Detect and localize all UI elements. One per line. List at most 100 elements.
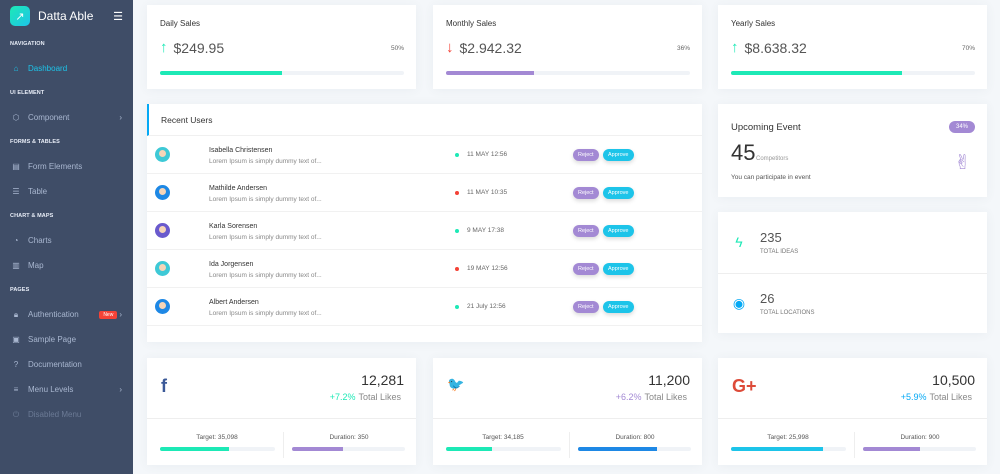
- victory-hand-icon: ✌︎: [954, 152, 971, 174]
- status-dot: [455, 266, 459, 271]
- help-circle-icon: ?: [13, 360, 19, 369]
- avatar: [155, 185, 170, 200]
- avatar: [155, 223, 170, 238]
- sidebar-item-authentication[interactable]: 🔒︎ Authentication New ›: [0, 302, 133, 327]
- sidebar-item-label: Authentication: [28, 310, 79, 319]
- card-title: Recent Users: [147, 104, 702, 136]
- zap-icon: ϟ: [735, 234, 743, 250]
- nav-caption: UI ELEMENT: [10, 90, 45, 96]
- stat-label: TOTAL IDEAS: [760, 248, 799, 255]
- sidebar-item-label: Documentation: [28, 360, 82, 369]
- sidebar-nav: NAVIGATION ⌂ Dashboard UI ELEMENT ⬡ Comp…: [0, 32, 133, 427]
- percent-badge: 34%: [948, 121, 975, 133]
- target-progress: [446, 447, 561, 451]
- stat-item: ◉ 26 TOTAL LOCATIONS: [718, 273, 987, 333]
- sales-title: Daily Sales: [160, 19, 201, 28]
- reject-button[interactable]: Reject: [573, 186, 599, 199]
- target-progress: [160, 447, 275, 451]
- user-date: 19 MAY 12:56: [467, 265, 508, 272]
- sidebar-item-sample-page[interactable]: ▣ Sample Page: [0, 327, 133, 352]
- sales-title: Yearly Sales: [731, 19, 776, 28]
- home-icon: ⌂: [13, 64, 19, 73]
- duration-label: Duration: 800: [615, 434, 655, 441]
- status-dot: [455, 228, 459, 233]
- brand[interactable]: ↗ Datta Able ☰: [0, 0, 133, 32]
- lock-icon: 🔒︎: [13, 309, 19, 319]
- sales-value: $2.942.32: [459, 39, 522, 56]
- approve-button[interactable]: Approve: [603, 224, 634, 237]
- target-label: Target: 34,185: [482, 434, 524, 441]
- likes-change: +7.2%: [329, 392, 356, 402]
- reject-button[interactable]: Reject: [573, 262, 599, 275]
- duration-progress: [578, 447, 691, 451]
- menu-icon: ≡: [13, 385, 19, 394]
- likes-change: +6.2%: [615, 392, 642, 402]
- table-row: Ida Jorgensen Lorem Ipsum is simply dumm…: [147, 250, 702, 288]
- nav-caption: PAGES: [10, 287, 30, 293]
- google-plus-icon: G+: [732, 376, 757, 396]
- menu-toggle-icon[interactable]: ☰: [113, 10, 123, 23]
- event-text: You can participate in event: [731, 174, 811, 181]
- reject-button[interactable]: Reject: [573, 300, 599, 313]
- card-title: Upcoming Event: [731, 122, 801, 133]
- table-row: Mathilde Andersen Lorem Ipsum is simply …: [147, 174, 702, 212]
- sidebar-item-label: Component: [28, 113, 70, 122]
- approve-button[interactable]: Approve: [603, 186, 634, 199]
- nav-caption: NAVIGATION: [10, 41, 45, 47]
- approve-button[interactable]: Approve: [603, 262, 634, 275]
- user-description: Lorem Ipsum is simply dummy text of...: [209, 272, 322, 279]
- likes-value: 10,500: [932, 372, 975, 388]
- box-icon: ⬡: [12, 113, 20, 122]
- sidebar-item-menu-levels[interactable]: ≡ Menu Levels ›: [0, 377, 133, 402]
- reject-button[interactable]: Reject: [573, 148, 599, 161]
- duration-label: Duration: 900: [900, 434, 940, 441]
- reject-button[interactable]: Reject: [573, 224, 599, 237]
- social-card-facebook: f 12,281 +7.2% Total Likes Target: 35,098…: [147, 358, 416, 465]
- user-date: 11 MAY 12:56: [467, 151, 508, 158]
- user-name: Albert Andersen: [209, 299, 259, 306]
- stat-label: TOTAL LOCATIONS: [760, 310, 815, 316]
- sidebar-item-table[interactable]: ☰ Table: [0, 179, 133, 204]
- user-date: 9 MAY 17:38: [467, 227, 504, 234]
- sales-progress: [160, 71, 404, 75]
- sidebar-item-component[interactable]: ⬡ Component ›: [0, 105, 133, 130]
- facebook-icon: f: [161, 376, 167, 396]
- user-date: 21 July 12:56: [467, 303, 506, 310]
- chevron-right-icon: ›: [119, 385, 122, 394]
- map-pin-icon: ◉: [732, 295, 746, 311]
- sales-percent: 50%: [390, 45, 404, 52]
- target-label: Target: 25,998: [767, 434, 809, 441]
- sidebar-item-dashboard[interactable]: ⌂ Dashboard: [0, 56, 133, 81]
- likes-label: Total Likes: [644, 392, 687, 402]
- likes-change: +5.9%: [900, 392, 927, 402]
- social-card-twitter: 🐦 11,200 +6.2% Total Likes Target: 34,185…: [433, 358, 702, 465]
- stat-value: 26: [760, 291, 775, 306]
- sidebar-item-label: Map: [28, 261, 44, 270]
- arrow-down-icon: ↓: [446, 39, 454, 56]
- duration-progress: [863, 447, 976, 451]
- sidebar-item-label: Charts: [28, 236, 52, 245]
- sales-card: Yearly Sales ↑ $8.638.32 70%: [718, 5, 987, 89]
- avatar: [155, 147, 170, 162]
- approve-button[interactable]: Approve: [603, 300, 634, 313]
- approve-button[interactable]: Approve: [603, 148, 634, 161]
- sidebar: ↗ Datta Able ☰ NAVIGATION ⌂ Dashboard UI…: [0, 0, 133, 474]
- user-name: Mathilde Andersen: [209, 185, 267, 192]
- chevron-right-icon: ›: [119, 113, 122, 122]
- sidebar-item-documentation[interactable]: ? Documentation: [0, 352, 133, 377]
- event-count-label: Competitors: [756, 156, 789, 162]
- duration-progress: [292, 447, 405, 451]
- stat-item: ϟ 235 TOTAL IDEAS: [718, 212, 987, 272]
- sales-percent: 36%: [676, 45, 690, 52]
- user-name: Karla Sorensen: [209, 223, 258, 230]
- chevron-right-icon: ›: [119, 310, 122, 319]
- target-label: Target: 35,098: [196, 434, 238, 441]
- sales-card: Daily Sales ↑ $249.95 50%: [147, 5, 416, 89]
- sidebar-item-charts[interactable]: ◔ Charts: [0, 228, 133, 253]
- sidebar-item-label: Dashboard: [28, 64, 68, 73]
- sidebar-item-map[interactable]: ▥ Map: [0, 253, 133, 278]
- sidebar-item-form-elements[interactable]: ▤ Form Elements: [0, 154, 133, 179]
- user-description: Lorem Ipsum is simply dummy text of...: [209, 158, 322, 165]
- sales-value: $8.638.32: [744, 39, 807, 56]
- user-description: Lorem Ipsum is simply dummy text of...: [209, 196, 322, 203]
